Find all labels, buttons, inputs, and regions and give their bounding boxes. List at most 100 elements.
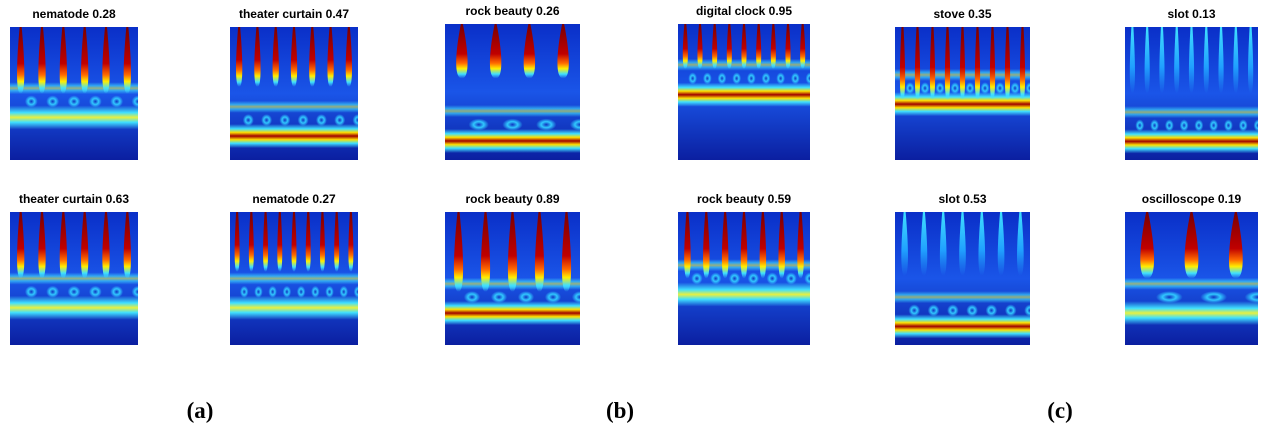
- blob: [491, 291, 507, 303]
- blob: [254, 286, 263, 298]
- blob: [936, 82, 945, 94]
- blob: [316, 114, 327, 126]
- blob: [791, 72, 800, 84]
- panel-title: theater curtain 0.63: [19, 192, 129, 206]
- energy-band: [440, 105, 585, 117]
- blob: [297, 286, 306, 298]
- blob: [132, 286, 145, 298]
- blob: [1180, 119, 1189, 131]
- blob: [572, 291, 588, 303]
- blob: [804, 273, 815, 285]
- blob: [261, 114, 272, 126]
- blob: [1156, 291, 1183, 303]
- blob: [928, 304, 940, 316]
- blob: [353, 114, 364, 126]
- blob: [1209, 119, 1218, 131]
- blob: [469, 119, 489, 131]
- energy-band: [1120, 106, 1263, 118]
- blob: [240, 286, 249, 298]
- subfigure-caption: (b): [606, 398, 634, 423]
- blob: [110, 95, 123, 107]
- blob: [1150, 119, 1159, 131]
- blob: [132, 95, 145, 107]
- figure-page: nematode 0.28 theater curtain 0.47 rock be…: [0, 0, 1264, 425]
- blob: [909, 304, 921, 316]
- blob: [25, 95, 38, 107]
- blob: [806, 72, 815, 84]
- blob: [502, 119, 522, 131]
- blob: [785, 273, 796, 285]
- blob: [268, 286, 277, 298]
- blob: [906, 82, 915, 94]
- scalogram-image: [890, 27, 1035, 160]
- scalogram-image: [673, 24, 815, 160]
- scalogram-image: [5, 27, 144, 160]
- blob: [1224, 119, 1233, 131]
- panel-title: theater curtain 0.47: [239, 7, 349, 21]
- energy-band: [5, 82, 143, 94]
- blob: [748, 273, 759, 285]
- blob: [951, 82, 960, 94]
- energy-band: [1120, 129, 1263, 153]
- blob: [46, 95, 59, 107]
- blob: [311, 286, 320, 298]
- blob: [703, 72, 712, 84]
- energy-band: [5, 105, 143, 129]
- blob: [25, 286, 38, 298]
- scalogram-image: [5, 212, 144, 345]
- blob: [1135, 119, 1144, 131]
- panel-title: nematode 0.27: [252, 192, 336, 206]
- blob: [986, 304, 998, 316]
- blob: [325, 286, 334, 298]
- energy-band: [1120, 301, 1263, 325]
- blob: [46, 286, 59, 298]
- blob: [1165, 119, 1174, 131]
- panel-title: rock beauty 0.26: [465, 4, 559, 18]
- panel-title: oscilloscope 0.19: [1142, 192, 1242, 206]
- energy-band: [225, 101, 363, 113]
- blob: [1254, 119, 1263, 131]
- scalogram-image: [225, 212, 363, 345]
- blob: [354, 286, 363, 298]
- blob: [110, 286, 123, 298]
- blob: [966, 304, 978, 316]
- blob: [921, 82, 930, 94]
- energy-band: [5, 296, 143, 320]
- subfigure-caption: (c): [1047, 398, 1073, 423]
- blob: [729, 273, 740, 285]
- panel-title: slot 0.53: [938, 192, 986, 206]
- blob: [947, 304, 959, 316]
- energy-band: [5, 273, 143, 285]
- blob: [570, 119, 590, 131]
- panel-title: digital clock 0.95: [696, 4, 792, 18]
- energy-band: [225, 273, 363, 285]
- energy-band: [225, 124, 363, 148]
- blob: [545, 291, 561, 303]
- blob: [1011, 82, 1020, 94]
- scalogram-image: [1120, 212, 1264, 345]
- blob: [68, 95, 81, 107]
- blob: [762, 72, 771, 84]
- blob: [776, 72, 785, 84]
- subfigure-caption: (a): [187, 398, 214, 423]
- blob: [536, 119, 556, 131]
- energy-band: [890, 314, 1035, 338]
- blob: [68, 286, 81, 298]
- blob: [710, 273, 721, 285]
- panel-title: rock beauty 0.89: [465, 192, 559, 206]
- panel-title: nematode 0.28: [32, 7, 116, 21]
- blob: [518, 291, 534, 303]
- blob: [334, 114, 345, 126]
- blob: [283, 286, 292, 298]
- blob: [1200, 291, 1227, 303]
- blob: [1239, 119, 1248, 131]
- blob: [688, 72, 697, 84]
- blob: [1024, 304, 1036, 316]
- figure: nematode 0.28 theater curtain 0.47 rock be…: [0, 0, 1264, 425]
- blob: [966, 82, 975, 94]
- scalogram-image: [225, 27, 363, 160]
- blob: [747, 72, 756, 84]
- blob: [89, 286, 102, 298]
- blob: [981, 82, 990, 94]
- energy-band: [890, 291, 1035, 303]
